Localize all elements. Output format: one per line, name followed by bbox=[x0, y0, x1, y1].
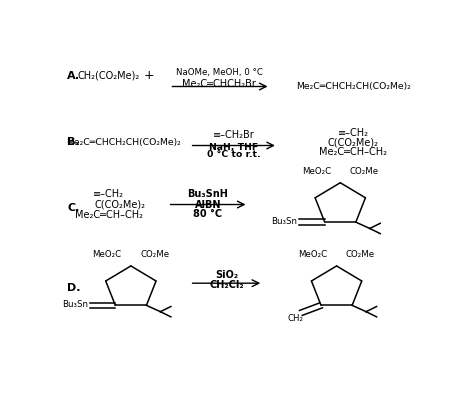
Text: B.: B. bbox=[67, 138, 80, 147]
Text: AIBN: AIBN bbox=[195, 200, 221, 210]
Text: C(CO₂Me)₂: C(CO₂Me)₂ bbox=[328, 138, 379, 147]
Text: C.: C. bbox=[67, 202, 80, 213]
Text: Me₂C═CHCH₂Br: Me₂C═CHCH₂Br bbox=[182, 79, 256, 89]
Text: Me₂C═CHCH₂CH(CO₂Me)₂: Me₂C═CHCH₂CH(CO₂Me)₂ bbox=[66, 138, 181, 147]
Text: Me₂C═CH–CH₂: Me₂C═CH–CH₂ bbox=[75, 210, 143, 220]
Text: C(CO₂Me)₂: C(CO₂Me)₂ bbox=[94, 200, 146, 209]
Text: CO₂Me: CO₂Me bbox=[349, 167, 379, 176]
Text: NaOMe, MeOH, 0 °C: NaOMe, MeOH, 0 °C bbox=[175, 68, 263, 77]
Text: Me₂C═CH–CH₂: Me₂C═CH–CH₂ bbox=[319, 147, 387, 156]
Text: Bu₃SnH: Bu₃SnH bbox=[188, 189, 228, 199]
Text: SiO₂: SiO₂ bbox=[215, 270, 238, 280]
Text: 80 °C: 80 °C bbox=[193, 209, 223, 219]
Text: MeO₂C: MeO₂C bbox=[302, 167, 331, 176]
Text: CH₂: CH₂ bbox=[287, 314, 303, 323]
Text: CO₂Me: CO₂Me bbox=[346, 250, 375, 259]
Text: ≡–CH₂Br: ≡–CH₂Br bbox=[213, 130, 255, 140]
Text: D.: D. bbox=[67, 283, 81, 293]
Text: 0 °C to r.t.: 0 °C to r.t. bbox=[207, 150, 261, 159]
Text: CH₂Cl₂: CH₂Cl₂ bbox=[209, 280, 244, 290]
Text: MeO₂C: MeO₂C bbox=[92, 250, 122, 259]
Text: NaH, THF: NaH, THF bbox=[209, 143, 258, 152]
Text: MeO₂C: MeO₂C bbox=[298, 250, 328, 259]
Text: +: + bbox=[144, 70, 155, 83]
Text: ≡–CH₂: ≡–CH₂ bbox=[93, 189, 124, 199]
Text: CH₂(CO₂Me)₂: CH₂(CO₂Me)₂ bbox=[78, 71, 140, 81]
Text: Bu₃Sn: Bu₃Sn bbox=[62, 300, 88, 309]
Text: CO₂Me: CO₂Me bbox=[140, 250, 169, 259]
Text: ≡–CH₂: ≡–CH₂ bbox=[337, 129, 369, 138]
Text: A.: A. bbox=[67, 71, 81, 81]
Text: Bu₃Sn: Bu₃Sn bbox=[271, 217, 297, 226]
Text: Me₂C═CHCH₂CH(CO₂Me)₂: Me₂C═CHCH₂CH(CO₂Me)₂ bbox=[296, 82, 410, 91]
